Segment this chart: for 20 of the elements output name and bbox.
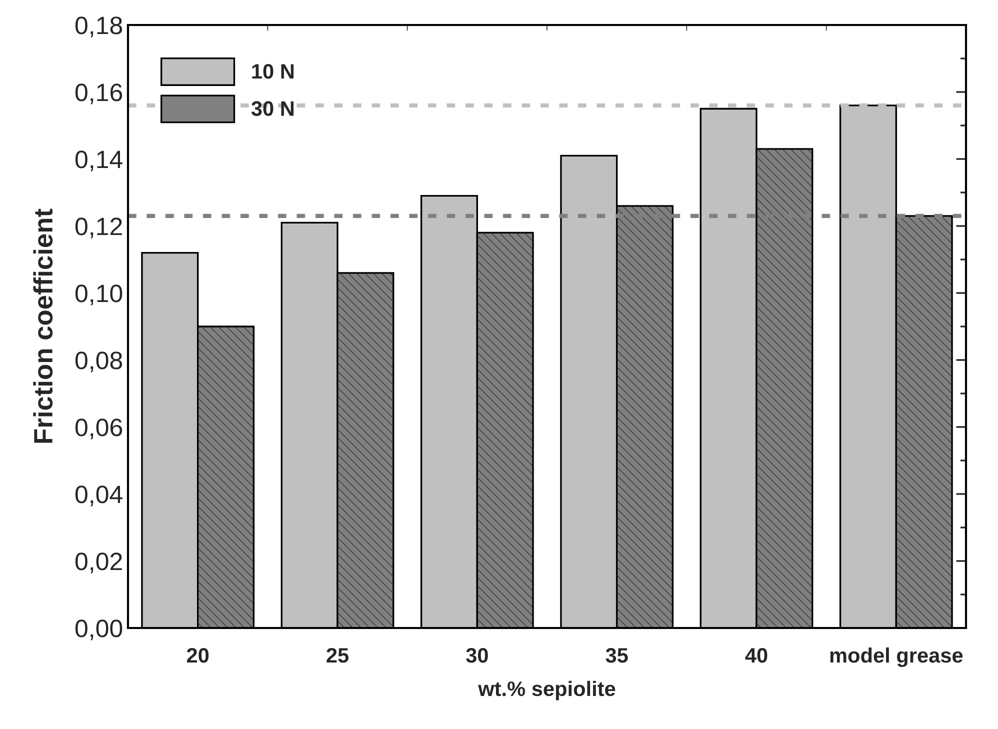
x-tick-label: 30 <box>466 648 488 663</box>
x-axis-title: wt.% sepiolite <box>478 680 616 700</box>
y-axis-title: Friction coefficient <box>33 208 53 443</box>
x-tick-label: 35 <box>606 648 628 663</box>
legend-label: 30 N <box>251 101 294 116</box>
legend-label: 10 N <box>252 64 294 79</box>
y-tick-label: 0,14 <box>75 150 122 172</box>
y-tick-label: 0,06 <box>75 418 122 440</box>
y-tick-label: 0,00 <box>75 620 122 640</box>
y-tick-label: 0,08 <box>75 352 122 372</box>
y-tick-label: 0,12 <box>75 218 122 238</box>
y-tick-label: 0,16 <box>75 84 122 104</box>
x-tick-label: 20 <box>186 648 209 663</box>
y-tick-label: 0,18 <box>75 16 122 38</box>
y-tick-label: 0,02 <box>75 552 122 574</box>
x-tick-label: 40 <box>745 648 768 663</box>
y-tick-label: 0,04 <box>75 486 122 506</box>
y-tick-label: 0,10 <box>75 284 122 306</box>
x-tick-label: model grease <box>830 647 963 667</box>
x-tick-label: 25 <box>326 648 349 663</box>
